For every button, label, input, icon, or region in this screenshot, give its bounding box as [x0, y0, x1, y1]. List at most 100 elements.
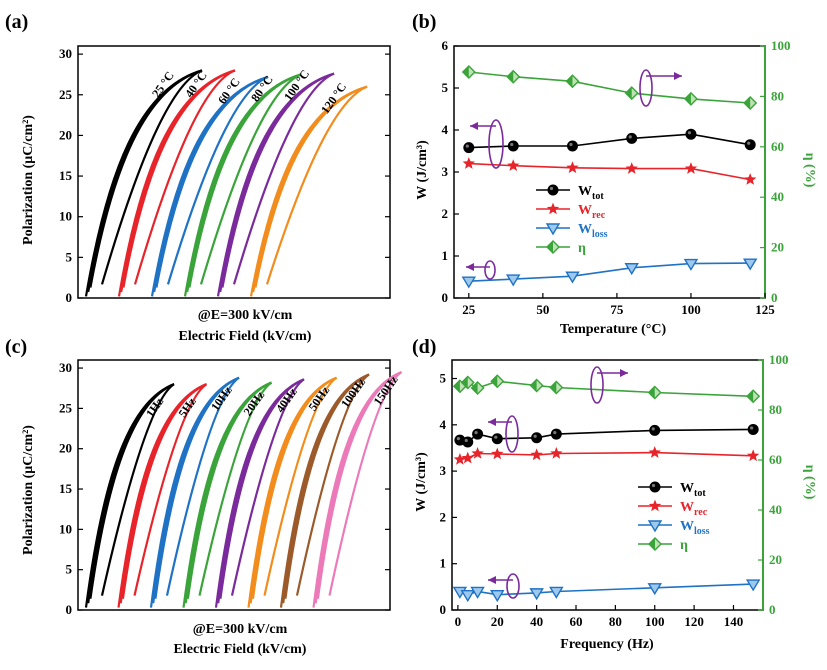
plot-frame-b — [453, 45, 766, 299]
loop-a-1 — [117, 69, 236, 297]
loop-a-3 — [183, 73, 302, 297]
data-point-b-2 — [506, 274, 521, 287]
loop-branch-a — [155, 75, 269, 288]
loop-branch-a — [216, 72, 335, 297]
loop-branch-a — [120, 69, 236, 293]
legend-marker-b-shine — [549, 186, 554, 191]
data-point-d-3-half — [530, 379, 537, 392]
y-tick-label-b: 1 — [442, 248, 449, 263]
loop-upper-branch-c — [263, 376, 338, 596]
x-tick-label-d: 0 — [455, 614, 462, 629]
loop-a-0 — [84, 69, 203, 297]
x-tick-label-d: 20 — [491, 614, 504, 629]
data-point-d-0-shine — [651, 427, 655, 431]
loop-branch-c — [84, 383, 175, 608]
panel-label-b: (b) — [412, 11, 436, 33]
data-point-d-0-shine — [533, 434, 537, 438]
data-point-d-3-half — [461, 376, 468, 389]
loop-branch-a — [254, 85, 368, 288]
loop-c-6 — [279, 373, 370, 608]
legend-marker-d — [649, 481, 661, 493]
loop-branch-c — [284, 373, 370, 599]
data-point-b-1 — [462, 157, 475, 169]
series-line-d-1 — [459, 451, 754, 461]
loop-branch-c — [316, 371, 402, 599]
plot-frame-c — [77, 359, 391, 611]
series-line-b-3 — [468, 71, 751, 104]
data-point-b-1 — [625, 162, 638, 174]
legend-label-b: Wtot — [578, 184, 604, 202]
legend-label-d: Wtot — [680, 481, 706, 499]
data-point-d-3-half — [491, 375, 498, 388]
y-tick-label-d: 4 — [440, 417, 447, 432]
data-point-d-1 — [453, 453, 467, 465]
loop-branch-c — [219, 378, 305, 599]
loop-branch-c — [89, 383, 175, 599]
x-tick-label-d: 40 — [530, 614, 543, 629]
data-point-b-1 — [507, 159, 520, 171]
x-tick-label-d: 120 — [684, 614, 704, 629]
data-point-b-0 — [685, 128, 697, 140]
y-tick-label-c: 15 — [59, 481, 73, 496]
data-point-d-2 — [460, 590, 475, 603]
legend-label-b: Wloss — [578, 222, 608, 240]
y-tick-label-d: 5 — [440, 371, 447, 386]
data-point-b-1 — [684, 162, 698, 174]
w-indicator-d-ellipse — [505, 415, 519, 453]
data-point-b-0-shine — [687, 131, 692, 135]
y-tick-label-c: 30 — [59, 360, 72, 375]
loop-branch-c — [279, 373, 370, 608]
loop-branch-a — [252, 85, 368, 293]
loop-upper-branch-a — [100, 69, 203, 285]
y-tick-label-a: 5 — [66, 249, 73, 264]
data-point-d-0 — [747, 423, 759, 435]
loop-branch-c — [154, 376, 240, 599]
legend-label-b: η — [578, 241, 586, 256]
loop-a-2 — [150, 75, 269, 297]
data-point-d-3-half — [550, 381, 557, 394]
loop-branch-a — [249, 85, 368, 297]
y-axis-label-a: Polarization (μC/cm²) — [21, 115, 36, 245]
data-point-b-0-shine — [569, 142, 573, 147]
y2-tick-label-b: 80 — [771, 88, 784, 103]
loop-c-2 — [149, 376, 240, 608]
eta-indicator-d-ellipse — [590, 366, 604, 404]
y-tick-label-a: 25 — [59, 87, 73, 102]
data-point-b-3-half — [625, 87, 632, 100]
data-point-b-0 — [744, 139, 756, 151]
loop-upper-branch-a — [166, 75, 269, 285]
data-point-b-2 — [683, 258, 699, 271]
data-point-d-1 — [648, 446, 661, 458]
loop-branch-c — [282, 373, 370, 604]
data-point-b-0-shine — [628, 135, 632, 139]
legend-marker-b — [547, 184, 559, 196]
loop-branch-c — [186, 381, 272, 599]
x-tick-label-b: 75 — [610, 302, 624, 317]
series-line-b-2 — [468, 262, 751, 282]
y-tick-label-a: 30 — [59, 46, 72, 61]
y-tick-label-a: 15 — [59, 168, 73, 183]
data-point-d-0 — [649, 424, 661, 436]
y2-axis-label-b: η (%) — [802, 153, 817, 188]
y-tick-label-b: 6 — [442, 38, 449, 53]
data-point-b-2 — [742, 258, 758, 271]
data-point-d-0 — [531, 432, 543, 444]
loop-c-1 — [117, 383, 208, 608]
y-tick-label-c: 5 — [66, 562, 73, 577]
data-point-d-2 — [490, 590, 505, 603]
y-tick-label-a: 0 — [66, 290, 73, 305]
y-tick-label-d: 1 — [440, 556, 447, 571]
x-tick-label-b: 100 — [681, 302, 701, 317]
loop-upper-branch-c — [133, 383, 208, 596]
loop-branch-c — [182, 381, 272, 608]
loop-branch-a — [89, 69, 203, 288]
loop-branch-a — [122, 69, 236, 288]
series-line-d-3 — [459, 380, 754, 398]
loop-branch-c — [87, 383, 175, 604]
loop-upper-branch-c — [328, 371, 403, 596]
loop-branch-a — [117, 69, 236, 297]
data-point-b-3-half — [507, 70, 514, 83]
legend-label-d: η — [680, 538, 688, 553]
annotation-c: @E=300 kV/cm — [193, 622, 288, 637]
loop-branch-a — [221, 72, 335, 288]
